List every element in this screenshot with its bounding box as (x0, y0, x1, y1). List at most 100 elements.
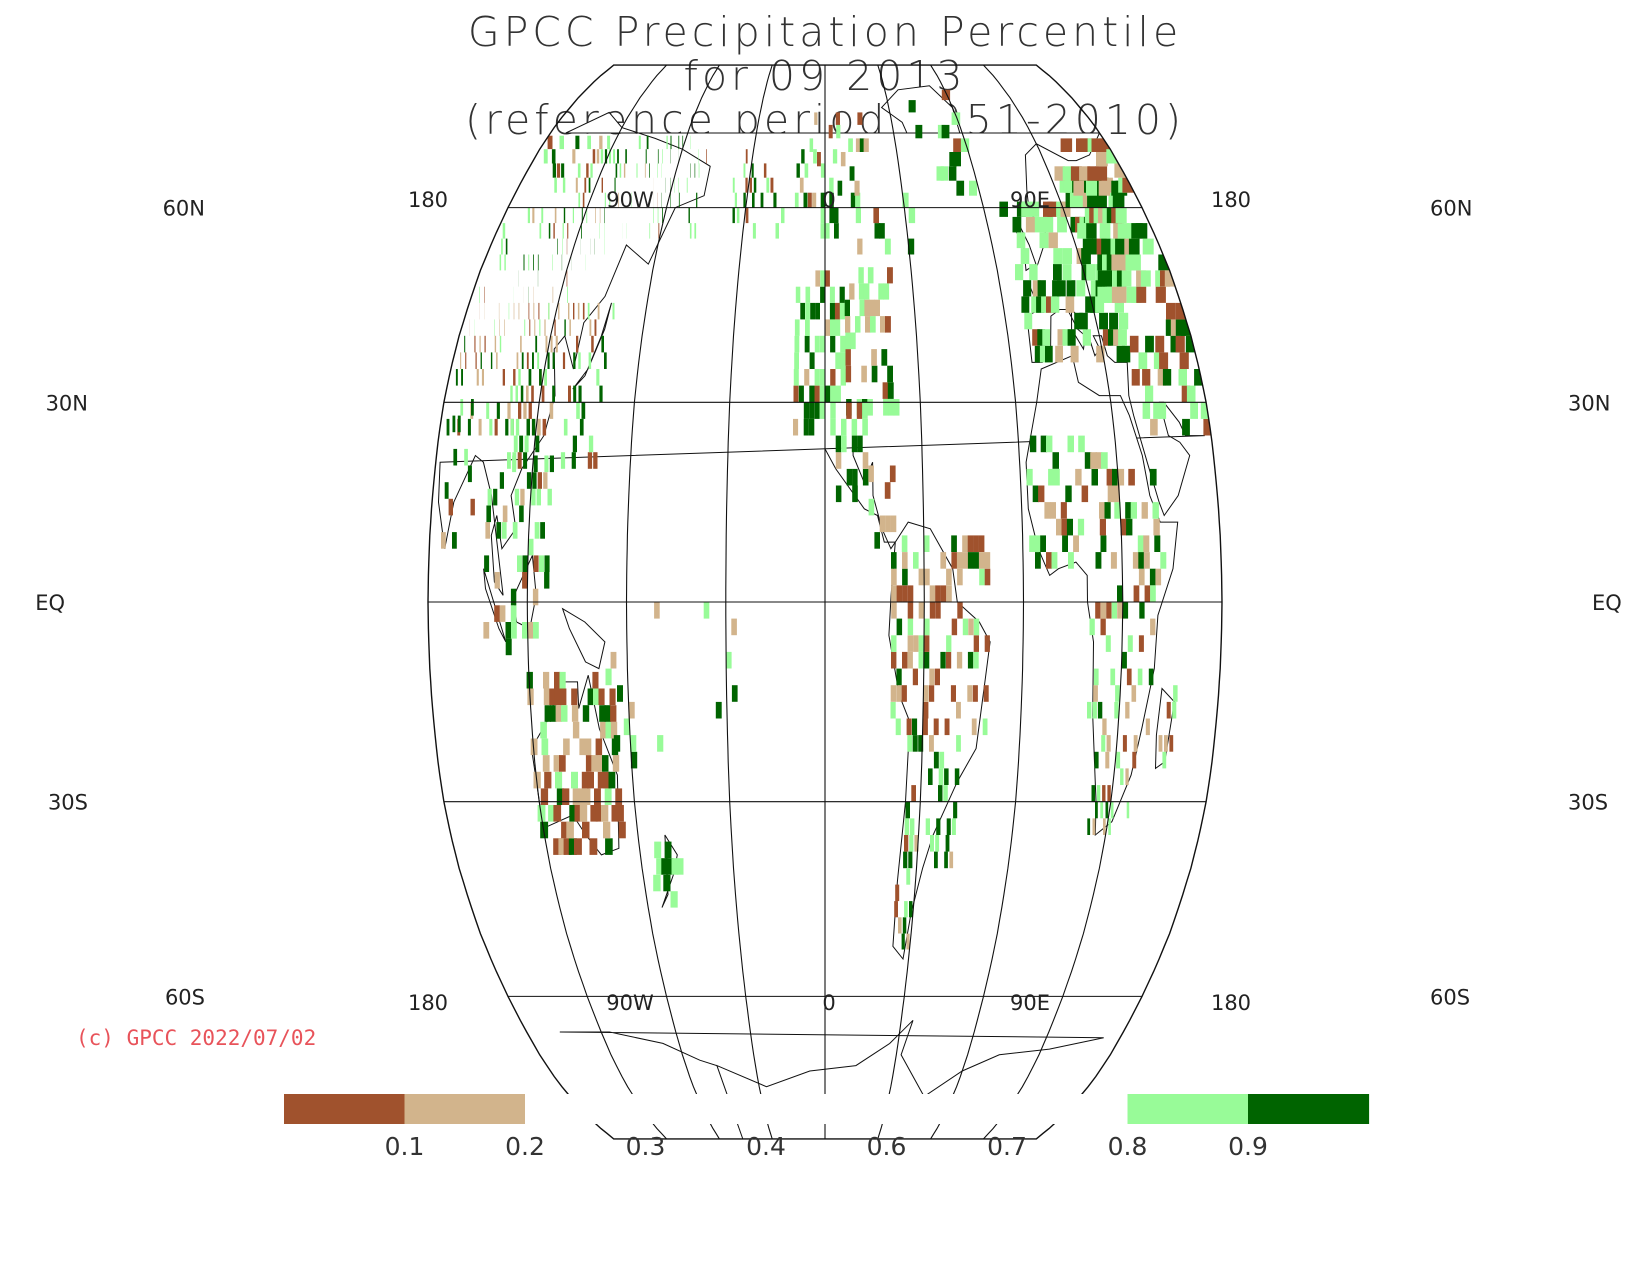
percentile-cell (1099, 223, 1111, 239)
percentile-cell (706, 149, 707, 164)
percentile-cell (1144, 585, 1151, 602)
percentile-cell (984, 568, 991, 586)
percentile-cell (846, 402, 852, 419)
percentile-cell (1104, 502, 1111, 519)
percentile-cell (653, 207, 654, 224)
percentile-cell (529, 319, 531, 336)
percentile-cell (1178, 369, 1187, 386)
percentile-cell (614, 177, 616, 193)
percentile-cell (940, 552, 947, 569)
percentile-cell (610, 721, 618, 739)
percentile-cell (830, 319, 836, 336)
percentile-cell (592, 671, 599, 689)
antarctica-coastline (559, 1019, 1104, 1139)
percentile-cell (515, 418, 520, 436)
percentile-cell (554, 319, 556, 336)
percentile-cell (1145, 385, 1154, 403)
percentile-cell (526, 418, 530, 436)
percentile-cell (890, 685, 896, 702)
percentile-cell (583, 788, 591, 805)
percentile-cell (480, 352, 482, 369)
percentile-cell (587, 302, 590, 320)
percentile-cell (572, 149, 576, 164)
percentile-cell (605, 668, 612, 686)
percentile-cell (946, 568, 952, 586)
percentile-cell (814, 112, 818, 125)
percentile-cell (929, 585, 936, 602)
percentile-cell (829, 192, 834, 208)
percentile-cell (604, 207, 605, 224)
percentile-cell (813, 149, 817, 164)
percentile-cell (911, 785, 916, 802)
percentile-cell (596, 149, 600, 164)
percentile-cell (833, 207, 839, 224)
percentile-cell (533, 254, 534, 271)
percentile-cell (734, 192, 737, 208)
percentile-cell (598, 688, 605, 706)
percentile-cell (534, 319, 536, 336)
percentile-cell (923, 685, 929, 702)
legend-swatch (1248, 1094, 1370, 1124)
percentile-cell (890, 515, 897, 533)
percentile-cell (798, 385, 804, 403)
percentile-cell (493, 488, 498, 506)
percentile-cell (815, 302, 820, 320)
percentile-cell (535, 435, 540, 453)
percentile-cell (1181, 385, 1191, 403)
percentile-cell (618, 192, 619, 208)
percentile-cell (608, 771, 616, 789)
percentile-cell (1068, 552, 1074, 569)
percentile-cell (1067, 435, 1074, 453)
graticule-line (725, 64, 773, 1140)
percentile-cell (794, 352, 799, 369)
percentile-cell (1081, 485, 1089, 503)
percentile-cell (507, 402, 511, 419)
percentile-cell (499, 472, 504, 489)
percentile-cell (617, 149, 619, 164)
percentile-cell (1093, 668, 1099, 686)
percentile-cell (1137, 535, 1144, 552)
percentile-cell (1155, 568, 1162, 586)
percentile-cell (1107, 785, 1111, 802)
percentile-cell (905, 801, 910, 819)
percentile-cell (560, 452, 566, 469)
percentile-cell (923, 535, 930, 552)
percentile-cell (601, 177, 603, 193)
percentile-cell (1060, 502, 1067, 519)
percentile-cell (807, 192, 812, 208)
percentile-cell (951, 535, 957, 552)
percentile-cell (1110, 552, 1117, 569)
percentile-cell (573, 352, 576, 369)
percentile-cell (555, 705, 563, 722)
percentile-cell (1125, 502, 1132, 519)
percentile-cell (841, 418, 847, 436)
percentile-cell (522, 622, 528, 639)
lat-label-left: 60N (163, 197, 205, 221)
percentile-cell (1102, 329, 1112, 346)
percentile-cell (913, 552, 919, 569)
percentile-cell (1126, 518, 1133, 536)
percentile-cell (1117, 585, 1123, 602)
percentile-cell (929, 668, 935, 686)
percentile-cell (654, 602, 660, 619)
percentile-cell (603, 771, 610, 789)
percentile-cell (581, 402, 586, 419)
percentile-cell (1117, 223, 1129, 239)
percentile-cell (1050, 296, 1060, 313)
percentile-cell (902, 585, 908, 602)
percentile-cell (929, 685, 935, 702)
percentile-cell (1047, 201, 1058, 217)
percentile-cell (835, 112, 840, 125)
percentile-cell (571, 705, 579, 722)
percentile-cell (694, 223, 697, 239)
percentile-cell (805, 302, 810, 320)
percentile-cell (657, 735, 664, 752)
percentile-cell (973, 552, 980, 569)
graticule-line (930, 64, 1025, 1140)
percentile-cell (698, 163, 700, 178)
percentile-cell (484, 335, 486, 353)
percentile-cell (1102, 286, 1112, 303)
percentile-cell (1170, 335, 1180, 353)
percentile-cell (1115, 685, 1120, 702)
